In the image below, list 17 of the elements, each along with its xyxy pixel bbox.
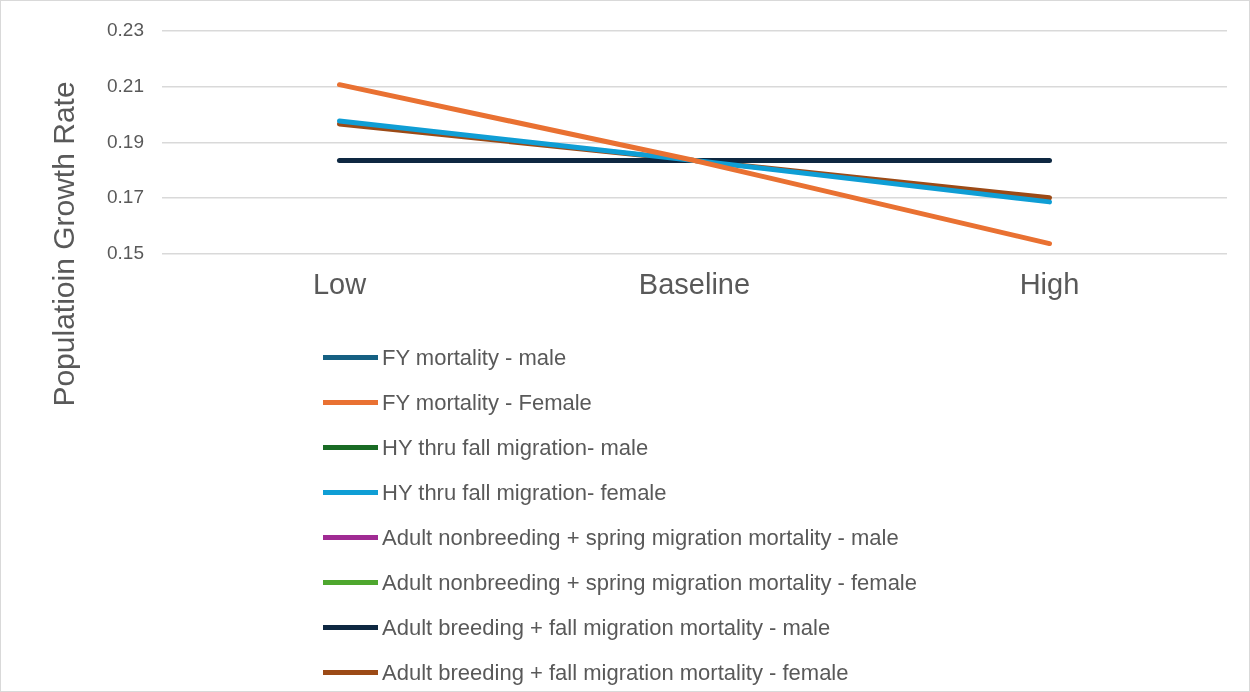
y-tick-label: 0.15 (107, 242, 144, 264)
y-axis-title: Populatioin Growth Rate (47, 81, 81, 407)
legend-label: HY thru fall migration- male (382, 434, 649, 461)
y-tick-label: 0.21 (107, 74, 144, 96)
legend-label: FY mortality - male (382, 344, 567, 371)
legend-label: Adult breeding + fall migration mortality - female (382, 659, 849, 686)
y-tick-label: 0.23 (107, 18, 144, 40)
legend-label: Adult breeding + fall migration mortality - male (382, 614, 831, 641)
x-tick-label: Low (312, 267, 368, 300)
y-tick-label: 0.17 (107, 186, 144, 208)
legend-label: FY mortality - Female (382, 389, 592, 416)
x-tick-label: Baseline (638, 267, 751, 300)
legend-label: Adult nonbreeding + spring migration mortality - female (382, 569, 917, 596)
legend-label: Adult nonbreeding + spring migration mortality - male (382, 524, 899, 551)
y-tick-label: 0.19 (107, 130, 144, 152)
legend-label: HY thru fall migration- female (382, 479, 667, 506)
x-tick-label: High (1019, 267, 1080, 300)
